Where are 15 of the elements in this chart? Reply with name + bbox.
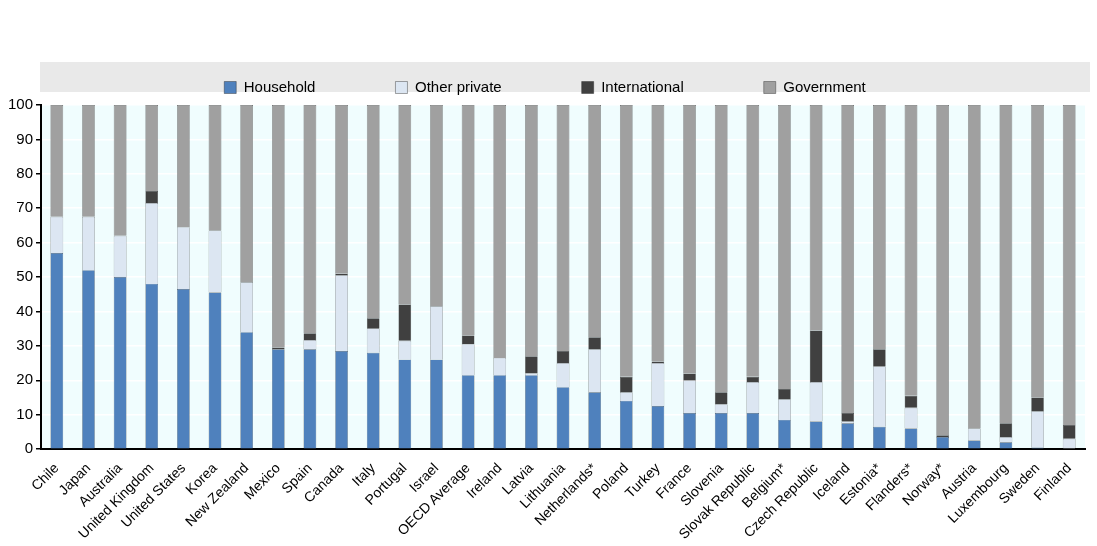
y-tick-label: 60 [16, 232, 34, 250]
y-tick-label: 20 [16, 370, 34, 388]
legend-label: Other private [414, 77, 502, 95]
y-tick-label: 10 [16, 404, 34, 422]
y-tick-label: 100 [8, 95, 34, 113]
y-tick-label: 0 [24, 439, 34, 457]
y-tick-label: 70 [16, 198, 34, 216]
y-tick-label: 50 [16, 267, 34, 285]
legend-label: International [601, 77, 684, 95]
y-tick-label: 80 [16, 163, 34, 181]
legend-label: Household [243, 77, 316, 95]
y-tick-label: 40 [16, 301, 34, 319]
y-tick-label: 30 [16, 336, 34, 354]
y-tick-label: 90 [16, 129, 34, 147]
legend-label: Government [783, 77, 867, 95]
